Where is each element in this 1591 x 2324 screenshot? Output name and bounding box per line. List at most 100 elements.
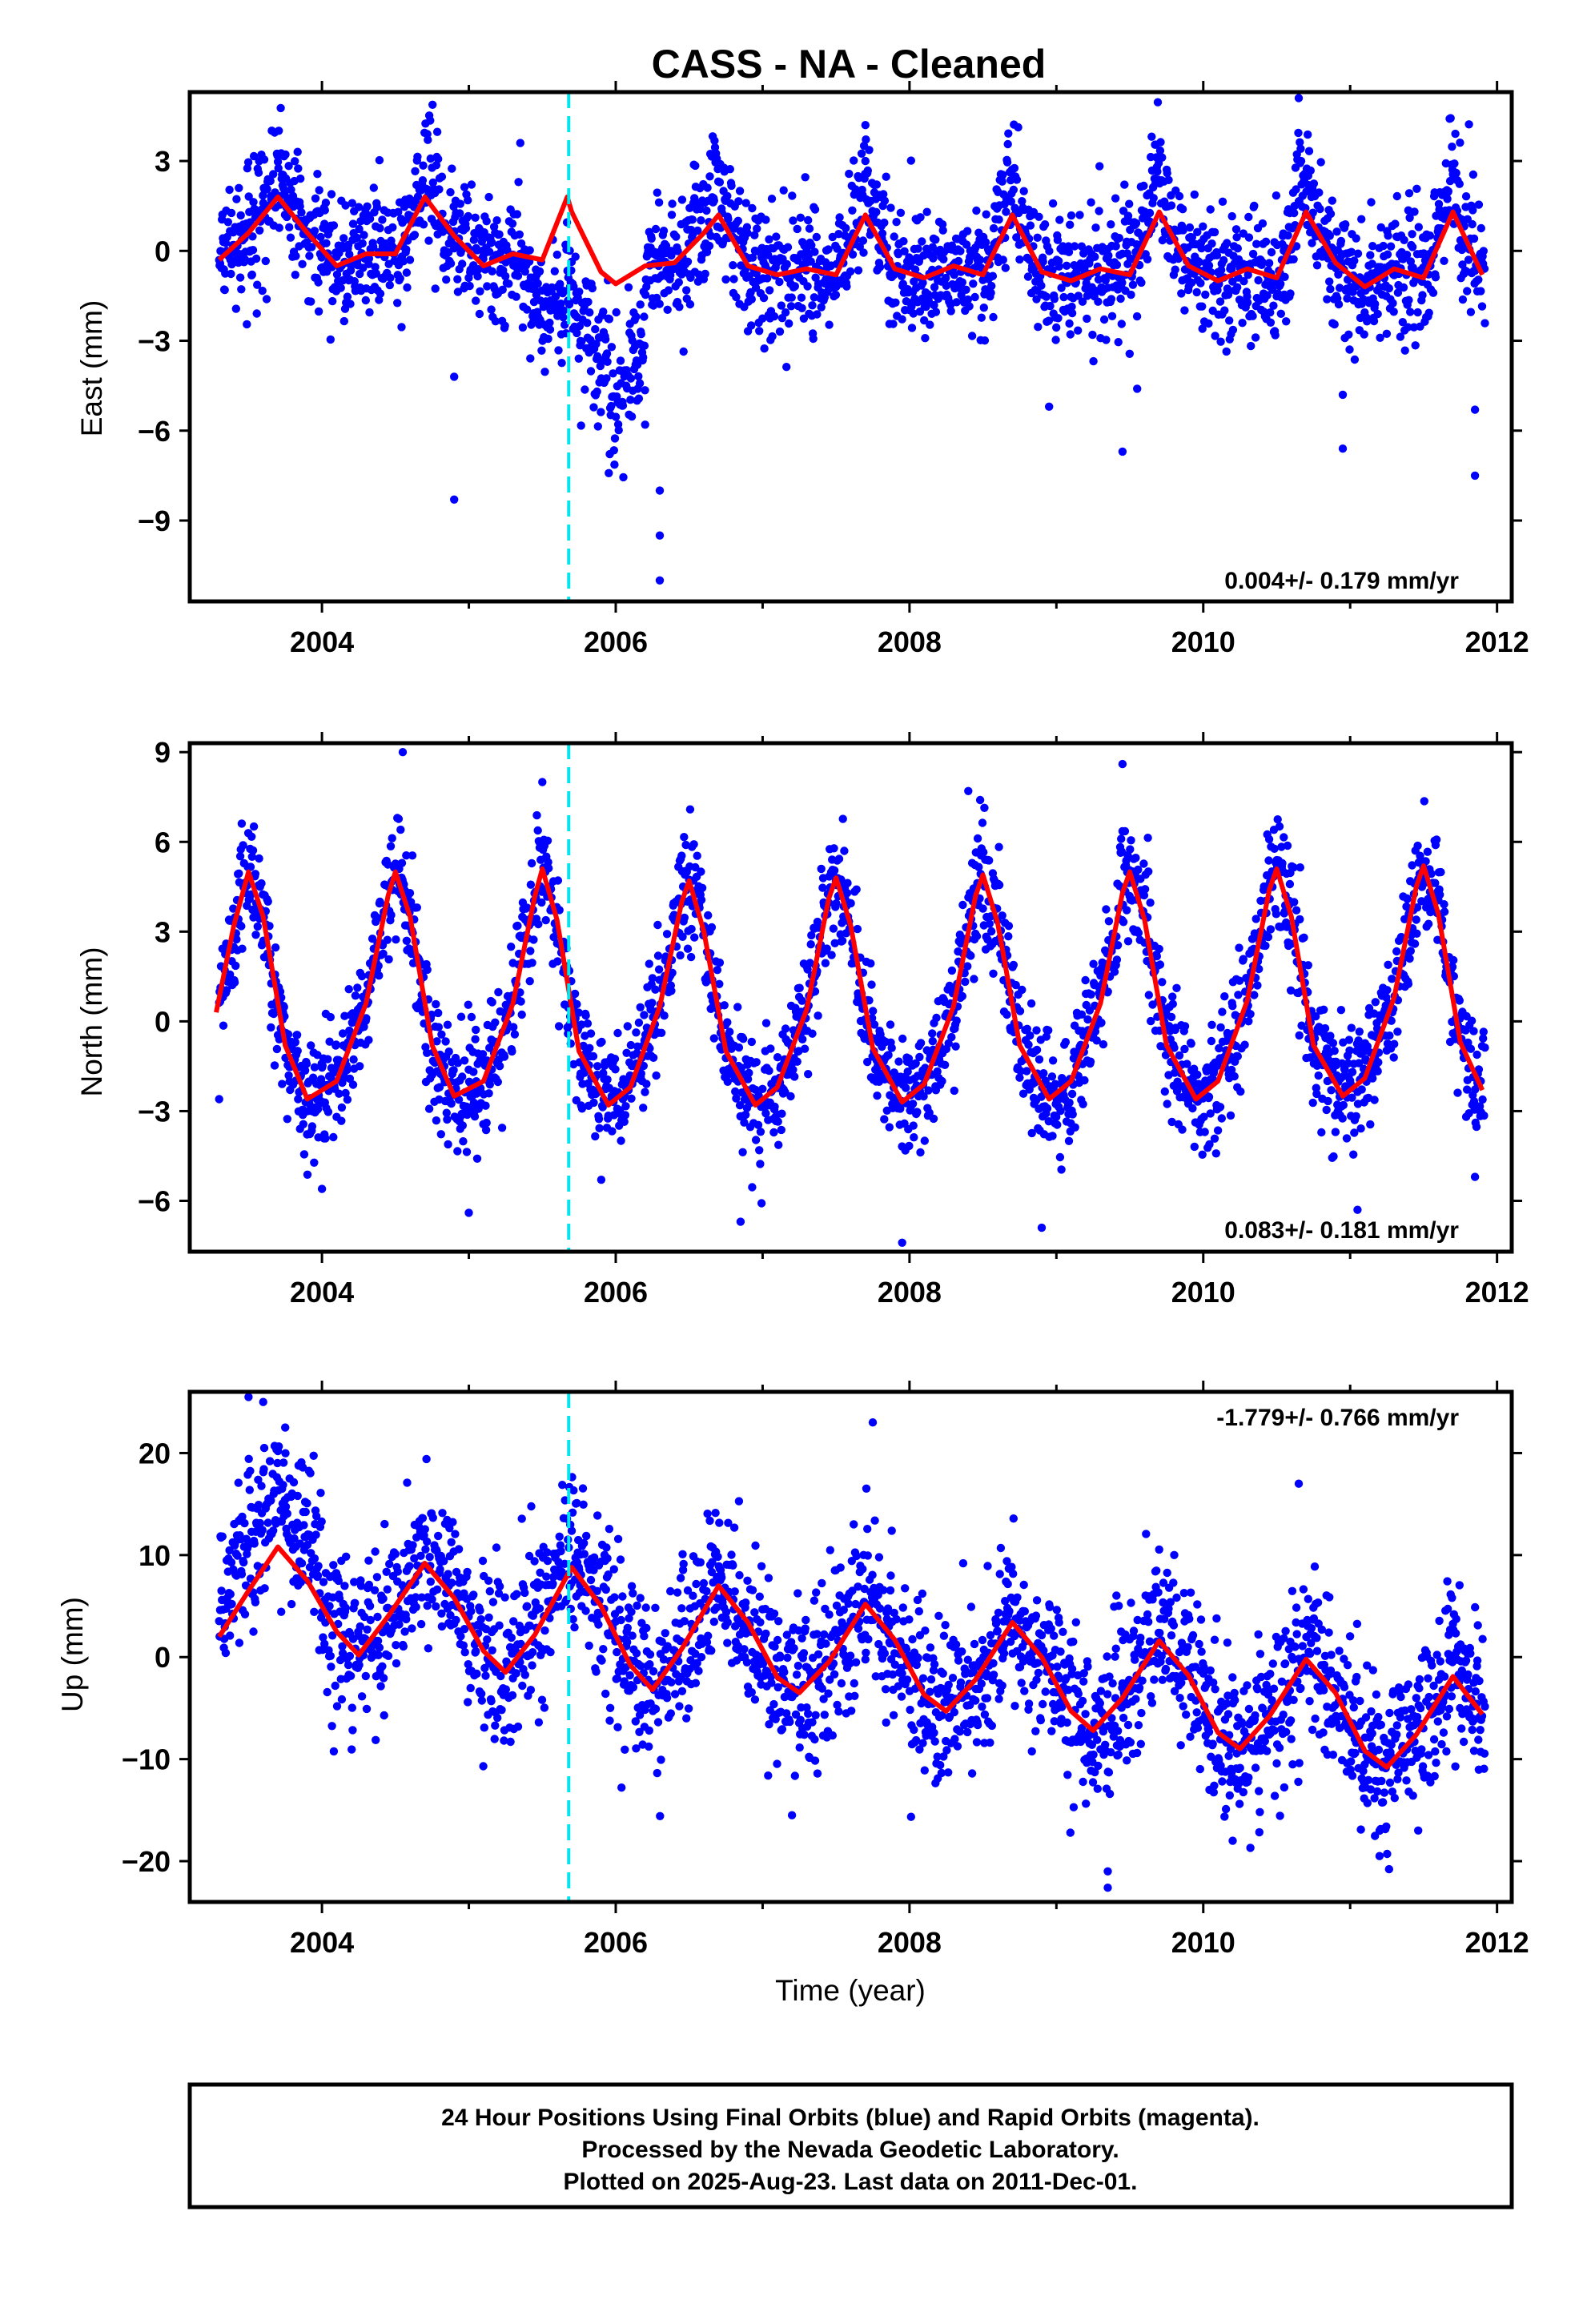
east-data-point	[1408, 230, 1416, 239]
east-data-point	[693, 226, 702, 235]
east-data-point	[360, 231, 368, 239]
east-outlier-point	[1118, 447, 1127, 456]
east-data-point	[269, 170, 278, 179]
east-data-point	[1112, 260, 1122, 269]
east-data-point	[1015, 255, 1024, 264]
north-data-point	[294, 1095, 303, 1104]
north-data-point	[1168, 999, 1178, 1008]
east-data-point	[1223, 239, 1231, 247]
north-data-point	[405, 889, 415, 898]
east-data-point	[1019, 187, 1028, 195]
east-data-point	[396, 274, 404, 283]
east-data-point	[677, 195, 687, 204]
north-data-point	[916, 1148, 925, 1157]
east-data-point	[402, 245, 411, 254]
north-data-point	[1342, 1134, 1352, 1143]
east-data-point	[1431, 273, 1440, 282]
east-data-point	[523, 305, 532, 314]
east-data-point	[1280, 272, 1289, 281]
east-data-point	[557, 359, 566, 368]
north-data-point	[491, 1018, 500, 1027]
north-data-point	[238, 944, 247, 953]
north-data-point	[434, 1023, 443, 1031]
north-data-point	[777, 1125, 785, 1135]
north-data-point	[980, 803, 989, 812]
north-data-point	[1064, 1136, 1074, 1146]
east-data-point	[1217, 266, 1226, 275]
north-data-point	[456, 1012, 466, 1021]
east-data-point	[446, 259, 456, 268]
east-data-point	[552, 250, 561, 259]
east-data-point	[298, 259, 307, 268]
east-data-point	[1345, 345, 1354, 354]
east-data-point	[855, 242, 865, 251]
east-data-point	[1455, 179, 1464, 188]
north-data-point	[1104, 917, 1114, 926]
east-data-point	[875, 263, 885, 271]
east-data-point	[979, 304, 989, 312]
east-data-point	[963, 227, 972, 235]
east-data-point	[216, 247, 225, 255]
east-data-point	[460, 183, 469, 191]
east-data-point	[1143, 255, 1152, 263]
east-data-point	[419, 220, 428, 229]
north-data-point	[613, 1028, 622, 1038]
east-data-point	[797, 293, 806, 302]
east-data-point	[560, 320, 569, 329]
north-data-point	[632, 1028, 641, 1037]
north-data-point	[387, 911, 396, 919]
east-data-point	[727, 181, 736, 191]
east-data-point	[1248, 312, 1257, 320]
east-data-point	[1399, 283, 1408, 292]
east-data-point	[824, 245, 833, 254]
east-data-point	[1412, 184, 1421, 193]
east-data-point	[1328, 196, 1337, 205]
north-data-point	[966, 951, 975, 960]
east-data-point	[465, 281, 474, 291]
north-data-point	[723, 1077, 732, 1087]
north-data-point	[1264, 834, 1274, 844]
east-data-point	[701, 269, 709, 279]
east-data-point	[574, 354, 583, 363]
east-data-point	[313, 170, 322, 179]
north-data-point	[299, 1150, 309, 1159]
east-data-point	[591, 324, 600, 334]
north-data-point	[1393, 1027, 1402, 1036]
north-data-point	[1356, 1124, 1365, 1133]
north-data-point	[529, 935, 538, 944]
east-data-point	[1398, 318, 1408, 327]
east-data-point	[329, 221, 339, 230]
east-data-point	[1290, 208, 1299, 218]
east-data-point	[263, 184, 271, 194]
east-data-point	[1474, 275, 1483, 284]
east-data-point	[634, 394, 644, 403]
east-data-point	[808, 301, 817, 310]
north-data-point	[388, 834, 396, 842]
north-data-point	[459, 1137, 468, 1146]
north-data-point	[1314, 1071, 1323, 1080]
east-data-point	[1219, 255, 1228, 265]
east-data-point	[806, 257, 815, 266]
north-data-point	[932, 1013, 941, 1023]
east-data-point	[512, 210, 522, 219]
east-data-point	[1352, 234, 1360, 243]
east-data-point	[354, 203, 364, 211]
north-data-point	[970, 975, 978, 983]
east-data-point	[1078, 297, 1087, 306]
east-data-point	[550, 267, 559, 275]
east-data-point	[467, 180, 476, 189]
east-data-point	[1233, 283, 1242, 292]
north-data-point	[829, 924, 838, 933]
east-data-point	[1360, 330, 1368, 339]
east-data-point	[223, 218, 232, 227]
east-data-point	[1244, 233, 1254, 242]
north-data-point	[1230, 1072, 1239, 1081]
north-data-point	[554, 1022, 564, 1031]
north-data-point	[495, 1062, 504, 1071]
north-data-point	[508, 1047, 516, 1056]
east-data-point	[772, 232, 781, 241]
east-data-point	[1039, 257, 1047, 266]
north-data-point	[1035, 1055, 1044, 1064]
east-data-point	[1218, 197, 1227, 206]
east-data-point	[575, 322, 585, 331]
